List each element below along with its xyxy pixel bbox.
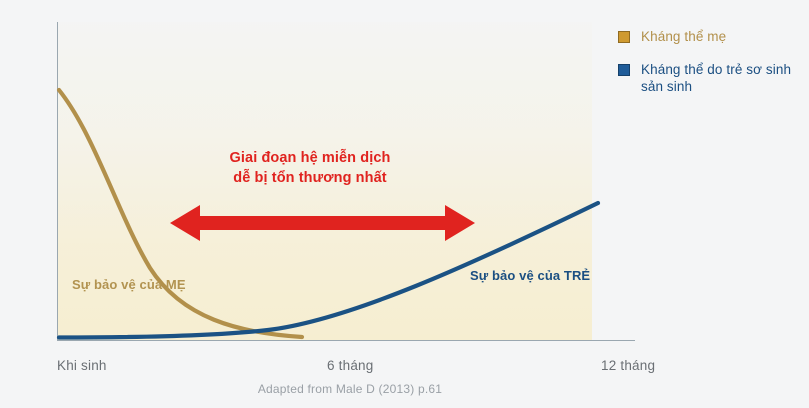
- legend-label-infant-antibody: Kháng thể do trẻ sơ sinh sản sinh: [641, 61, 791, 95]
- legend-swatch-gold-icon: [618, 31, 630, 43]
- plot-area: [57, 22, 592, 340]
- vulnerable-window-label: Giai đoạn hệ miễn dịch dễ bị tổn thương …: [185, 148, 435, 188]
- x-tick-label-12-months: 12 tháng: [601, 358, 656, 373]
- series-infant-antibody-curve: [56, 200, 601, 340]
- series-maternal-antibody-curve: [56, 87, 305, 340]
- legend: Kháng thể mẹ Kháng thể do trẻ sơ sinh sả…: [618, 28, 803, 111]
- annotation-line-1: Giai đoạn hệ miễn dịch: [229, 150, 391, 166]
- legend-swatch-blue-icon: [618, 64, 630, 76]
- legend-item-infant-antibody[interactable]: Kháng thể do trẻ sơ sinh sản sinh: [618, 61, 803, 95]
- vulnerable-window-arrow: [170, 205, 475, 241]
- legend-label-infant-line-2: sản sinh: [641, 79, 693, 94]
- legend-item-maternal-antibody[interactable]: Kháng thể mẹ: [618, 28, 803, 45]
- y-axis-line: [57, 22, 59, 340]
- legend-label-maternal-antibody: Kháng thể mẹ: [641, 29, 727, 44]
- mother-protection-label: Sự bảo vệ của MẸ: [72, 277, 186, 292]
- x-axis-line: [57, 340, 635, 342]
- legend-label-infant-line-1: Kháng thể do trẻ sơ sinh: [641, 62, 792, 77]
- x-tick-label-birth: Khi sinh: [57, 358, 107, 373]
- annotation-line-2: dễ bị tổn thương nhất: [233, 170, 387, 186]
- child-protection-label: Sự bảo vệ của TRẺ: [470, 268, 591, 283]
- source-caption: Adapted from Male D (2013) p.61: [257, 382, 443, 396]
- x-tick-label-6-months: 6 tháng: [327, 358, 374, 373]
